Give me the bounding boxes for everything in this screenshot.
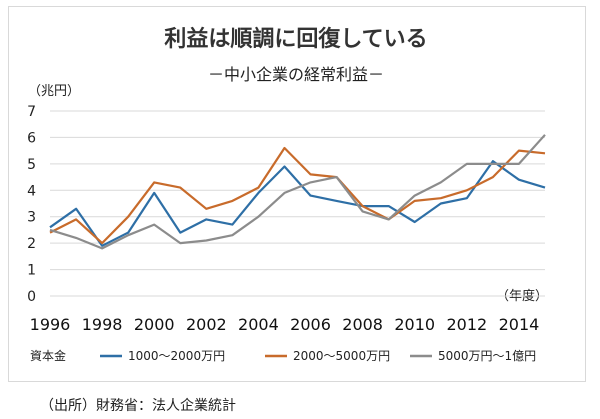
- gridlines: [50, 110, 545, 297]
- x-tick-label: 2008: [342, 315, 383, 334]
- source-note: （出所）財務省：法人企業統計: [40, 397, 236, 414]
- x-tick-label: 2012: [446, 315, 487, 334]
- series-line-3: [49, 134, 546, 250]
- y-tick-labels: 0 1 2 3 4 5 6 7: [27, 104, 36, 305]
- legend-label: 5000万円～1億円: [438, 349, 536, 363]
- y-tick-label: 1: [27, 263, 36, 279]
- y-tick-label: 5: [27, 157, 36, 173]
- x-tick-labels: 1996 1998 2000 2002 2004 2006 2008 2010 2012 2014: [30, 315, 540, 334]
- chart-frame: [8, 6, 586, 382]
- legend-label: 2000～5000万円: [293, 349, 390, 363]
- x-tick-label: 2004: [238, 315, 279, 334]
- series-line-1: [49, 160, 546, 247]
- chart-subtitle: －中小企業の経常利益－: [208, 65, 384, 84]
- chart-title: 利益は順調に回復している: [164, 26, 427, 52]
- x-tick-label: 2002: [186, 315, 227, 334]
- y-tick-label: 4: [27, 183, 36, 199]
- x-tick-label: 2000: [134, 315, 175, 334]
- legend-label: 1000～2000万円: [128, 349, 225, 363]
- x-tick-label: 2010: [394, 315, 435, 334]
- series-lines: [49, 134, 546, 250]
- legend-title: 資本金: [30, 348, 66, 363]
- y-tick-label: 0: [27, 289, 36, 305]
- x-tick-label: 2014: [499, 315, 540, 334]
- y-tick-label: 2: [27, 236, 36, 252]
- legend: 1000～2000万円 2000～5000万円 5000万円～1億円: [100, 349, 536, 363]
- x-tick-label: 1996: [30, 315, 71, 334]
- y-tick-label: 7: [27, 104, 36, 120]
- x-tick-label: 1998: [82, 315, 123, 334]
- y-tick-label: 3: [27, 210, 36, 226]
- y-tick-label: 6: [27, 130, 36, 146]
- x-tick-label: 2006: [290, 315, 331, 334]
- y-axis-unit-label: （兆円）: [28, 84, 80, 99]
- series-line-2: [49, 146, 546, 245]
